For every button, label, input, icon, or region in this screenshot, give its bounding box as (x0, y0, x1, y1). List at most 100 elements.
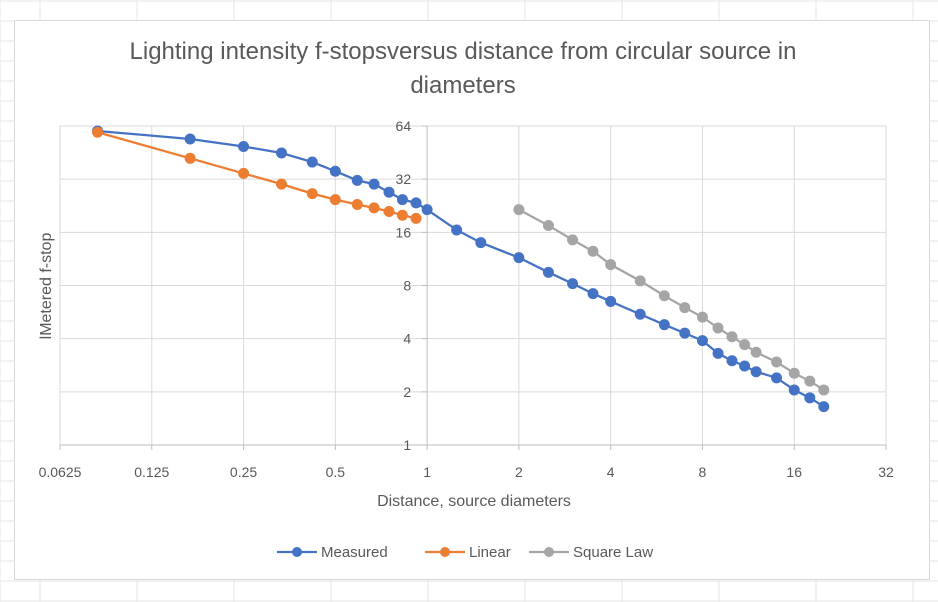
data-point-measured (184, 133, 196, 145)
y-axis-title: lMetered f-stop (38, 233, 55, 340)
legend-label: Measured (321, 544, 388, 561)
x-axis-title: Distance, source diameters (377, 493, 571, 510)
data-point-measured (804, 392, 816, 404)
series-square-law (513, 204, 830, 396)
y-tick-label: 2 (403, 384, 411, 400)
data-point-square-law (658, 290, 670, 302)
data-point-square-law (804, 375, 816, 387)
data-point-measured (383, 186, 395, 198)
legend-swatch-marker (544, 547, 554, 557)
data-point-measured (712, 347, 724, 359)
data-point-measured (605, 295, 617, 307)
y-tick-label: 8 (403, 278, 411, 294)
data-point-square-law (771, 356, 783, 368)
data-point-measured (368, 178, 380, 190)
data-point-measured (750, 366, 762, 378)
data-point-measured (410, 197, 422, 209)
x-tick-label: 0.25 (230, 464, 257, 480)
tick-labels: 0.0625 0.125 0.25 0.5 1 2 4 8 16 32 1 2 4 8 16 32 64 (39, 118, 894, 480)
legend-swatch-marker (292, 547, 302, 557)
data-point-linear (368, 202, 380, 214)
data-point-measured (771, 372, 783, 384)
series-linear (92, 126, 422, 224)
legend-swatch-marker (440, 547, 450, 557)
legend-label: Linear (469, 544, 511, 561)
legend-label: Square Law (573, 544, 653, 561)
data-point-measured (587, 288, 599, 300)
data-point-measured (421, 204, 433, 216)
y-tick-label: 32 (396, 171, 412, 187)
x-tick-label: 1 (423, 464, 431, 480)
data-point-measured (238, 140, 250, 152)
data-point-linear (92, 126, 104, 138)
data-point-linear (184, 152, 196, 164)
data-point-square-law (696, 311, 708, 323)
legend-item-square-law: Square Law (529, 544, 653, 561)
data-point-square-law (726, 331, 738, 343)
data-point-square-law (679, 302, 691, 314)
x-tick-label: 0.125 (134, 464, 169, 480)
data-point-square-law (739, 339, 751, 351)
data-point-measured (276, 147, 288, 159)
data-point-measured (726, 355, 738, 367)
legend-item-measured: Measured (277, 544, 388, 561)
data-point-measured (451, 224, 463, 236)
data-point-measured (351, 174, 363, 186)
y-tick-label: 1 (403, 437, 411, 453)
y-tick-label: 64 (396, 118, 412, 134)
data-point-square-law (634, 275, 646, 287)
data-point-measured (739, 360, 751, 372)
data-point-linear (410, 212, 422, 224)
data-point-measured (567, 278, 579, 290)
axes (59, 125, 887, 450)
data-point-measured (696, 335, 708, 347)
data-point-square-law (587, 245, 599, 257)
series-line-measured (97, 129, 825, 408)
data-point-square-law (513, 204, 525, 216)
legend: Measured Linear Square Law (277, 544, 653, 561)
data-point-measured (679, 327, 691, 339)
data-point-linear (383, 205, 395, 217)
data-point-measured (396, 194, 408, 206)
data-point-measured (634, 308, 646, 320)
data-point-square-law (750, 346, 762, 358)
data-point-linear (238, 167, 250, 179)
series-layer (92, 125, 830, 413)
series-line-linear (97, 131, 417, 220)
data-point-measured (818, 401, 830, 413)
data-point-measured (475, 237, 487, 249)
data-point-measured (788, 384, 800, 396)
series-measured (92, 125, 830, 413)
x-tick-label: 0.5 (326, 464, 346, 480)
data-point-square-law (542, 219, 554, 231)
y-tick-label: 4 (403, 331, 411, 347)
data-point-square-law (818, 384, 830, 396)
data-point-square-law (788, 367, 800, 379)
data-point-linear (329, 194, 341, 206)
data-point-square-law (605, 259, 617, 271)
data-point-linear (351, 198, 363, 210)
gridlines (59, 125, 887, 445)
chart-svg: 0.0625 0.125 0.25 0.5 1 2 4 8 16 32 1 2 4 8 16 32 64 Lig… (38, 38, 894, 561)
data-point-linear (396, 209, 408, 221)
data-point-measured (306, 156, 318, 168)
legend-item-linear: Linear (425, 544, 511, 561)
chart-title-line-1: Lighting intensity f-stopsversus distanc… (130, 38, 797, 65)
data-point-measured (513, 252, 525, 264)
x-tick-label: 32 (878, 464, 894, 480)
data-point-square-law (712, 322, 724, 334)
x-tick-label: 16 (786, 464, 802, 480)
data-point-measured (542, 266, 554, 278)
data-point-measured (329, 165, 341, 177)
y-tick-label: 16 (396, 224, 412, 240)
data-point-measured (658, 319, 670, 331)
x-tick-label: 4 (607, 464, 615, 480)
data-point-linear (276, 178, 288, 190)
x-tick-label: 0.0625 (39, 464, 82, 480)
data-point-square-law (567, 234, 579, 246)
chart-title-line-2: diameters (410, 72, 515, 99)
x-tick-label: 2 (515, 464, 523, 480)
x-tick-label: 8 (699, 464, 707, 480)
chart-frame[interactable]: 0.0625 0.125 0.25 0.5 1 2 4 8 16 32 1 2 4 8 16 32 64 Lig… (14, 20, 930, 580)
data-point-linear (306, 188, 318, 200)
